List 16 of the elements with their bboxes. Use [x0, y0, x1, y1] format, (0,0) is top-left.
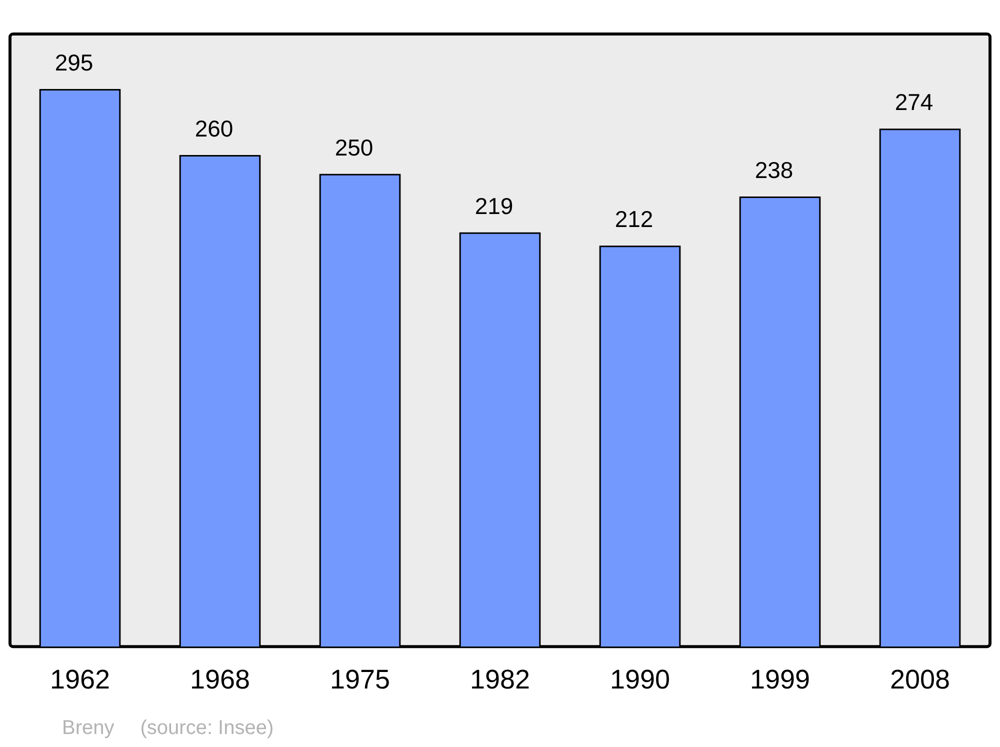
data-label: 274 — [894, 89, 934, 116]
x-tick-label: 1999 — [750, 664, 810, 694]
x-tick-label: 1962 — [50, 664, 110, 694]
text: Breny — [62, 717, 114, 739]
x-tick-label: 1968 — [190, 664, 250, 694]
data-label: 212 — [614, 206, 654, 232]
data-label: 219 — [474, 193, 514, 220]
data-label: 238 — [754, 157, 794, 184]
x-tick-label: 1982 — [470, 664, 530, 694]
data-label: 250 — [334, 134, 374, 160]
text: (source: Insee) — [140, 717, 274, 739]
x-tick-label: 2008 — [890, 664, 950, 694]
data-label: 295 — [54, 50, 94, 76]
x-tick-label: 1975 — [330, 664, 390, 694]
data-label: 260 — [194, 116, 234, 142]
x-tick-label: 1990 — [610, 664, 670, 694]
